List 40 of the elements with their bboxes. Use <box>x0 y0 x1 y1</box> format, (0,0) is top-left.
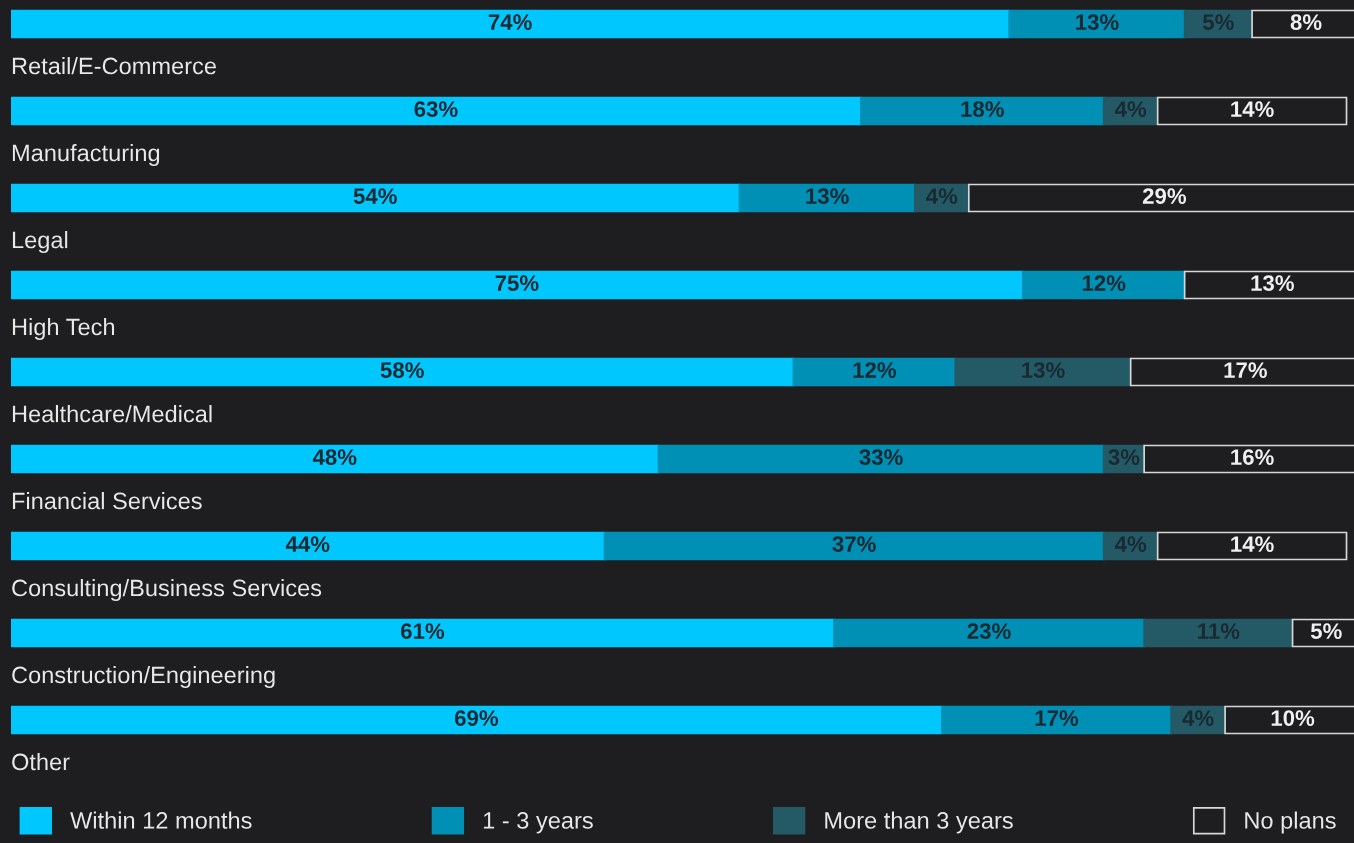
y-tick-label: Financial Services <box>12 491 202 510</box>
data-label: 29% <box>1142 188 1187 204</box>
data-label: 12% <box>853 362 897 378</box>
y-tick-label: Consulting/Business Services <box>12 578 322 602</box>
data-label: 5% <box>1310 623 1342 639</box>
data-label: 23% <box>967 623 1011 639</box>
data-label: 8% <box>1290 14 1322 30</box>
y-tick-label: Retail/E-Commerce <box>12 57 216 75</box>
data-label: 14% <box>1231 536 1274 552</box>
data-label: 74% <box>488 14 532 30</box>
data-label: 14% <box>1231 101 1274 117</box>
legend-label: More than 3 years <box>825 811 1013 834</box>
data-label: 48% <box>312 449 357 465</box>
data-label: 75% <box>495 275 539 291</box>
data-label: 13% <box>1251 275 1294 291</box>
y-tick-label: Construction/Engineering <box>12 665 275 688</box>
data-label: 17% <box>1224 362 1267 378</box>
legend-label: No plans <box>1245 811 1336 834</box>
data-label: 61% <box>401 623 445 639</box>
y-tick-label: High Tech <box>12 317 115 340</box>
data-label: 10% <box>1271 710 1315 726</box>
data-label: 16% <box>1231 449 1274 465</box>
data-label: 63% <box>414 101 458 117</box>
data-label: 17% <box>1035 710 1079 726</box>
data-label: 12% <box>1082 275 1126 291</box>
data-label: 54% <box>353 188 397 204</box>
data-label: 13% <box>806 188 849 204</box>
data-label: 18% <box>961 101 1004 117</box>
legend-label: 1 - 3 years <box>483 812 593 834</box>
y-tick-label: Other <box>12 752 70 771</box>
data-label: 33% <box>859 449 903 465</box>
data-label: 13% <box>1076 14 1119 30</box>
data-label: 37% <box>832 536 876 552</box>
y-tick-label: Legal <box>12 230 68 253</box>
data-label: 69% <box>454 710 499 726</box>
y-tick-label: Healthcare/Medical <box>12 404 212 423</box>
legend-label: Within 12 months <box>70 811 252 829</box>
y-tick-label: Manufacturing <box>12 144 160 166</box>
data-label: 58% <box>380 362 424 378</box>
data-label: 44% <box>285 536 330 552</box>
